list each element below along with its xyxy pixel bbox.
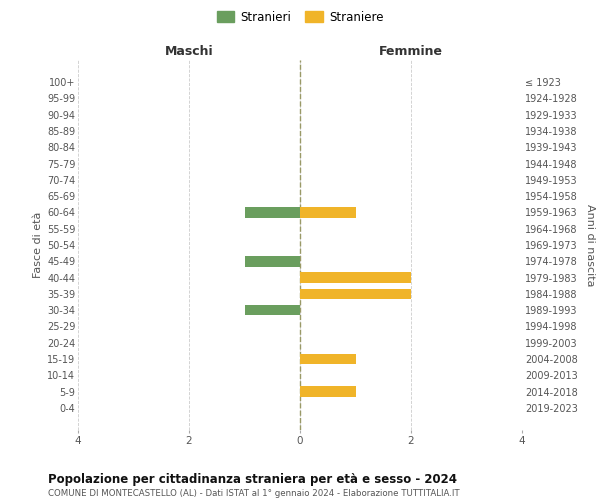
Text: Popolazione per cittadinanza straniera per età e sesso - 2024: Popolazione per cittadinanza straniera p… — [48, 472, 457, 486]
Text: Maschi: Maschi — [164, 44, 214, 58]
Bar — [300, 272, 411, 283]
Text: COMUNE DI MONTECASTELLO (AL) - Dati ISTAT al 1° gennaio 2024 - Elaborazione TUTT: COMUNE DI MONTECASTELLO (AL) - Dati ISTA… — [48, 489, 460, 498]
Bar — [245, 305, 300, 316]
Legend: Stranieri, Straniere: Stranieri, Straniere — [212, 6, 388, 28]
Bar — [300, 386, 355, 397]
Y-axis label: Fasce di età: Fasce di età — [32, 212, 43, 278]
Bar — [245, 207, 300, 218]
Bar — [300, 207, 355, 218]
Text: Femmine: Femmine — [379, 44, 443, 58]
Bar — [245, 256, 300, 266]
Bar — [300, 288, 411, 299]
Y-axis label: Anni di nascita: Anni di nascita — [584, 204, 595, 286]
Bar — [300, 354, 355, 364]
